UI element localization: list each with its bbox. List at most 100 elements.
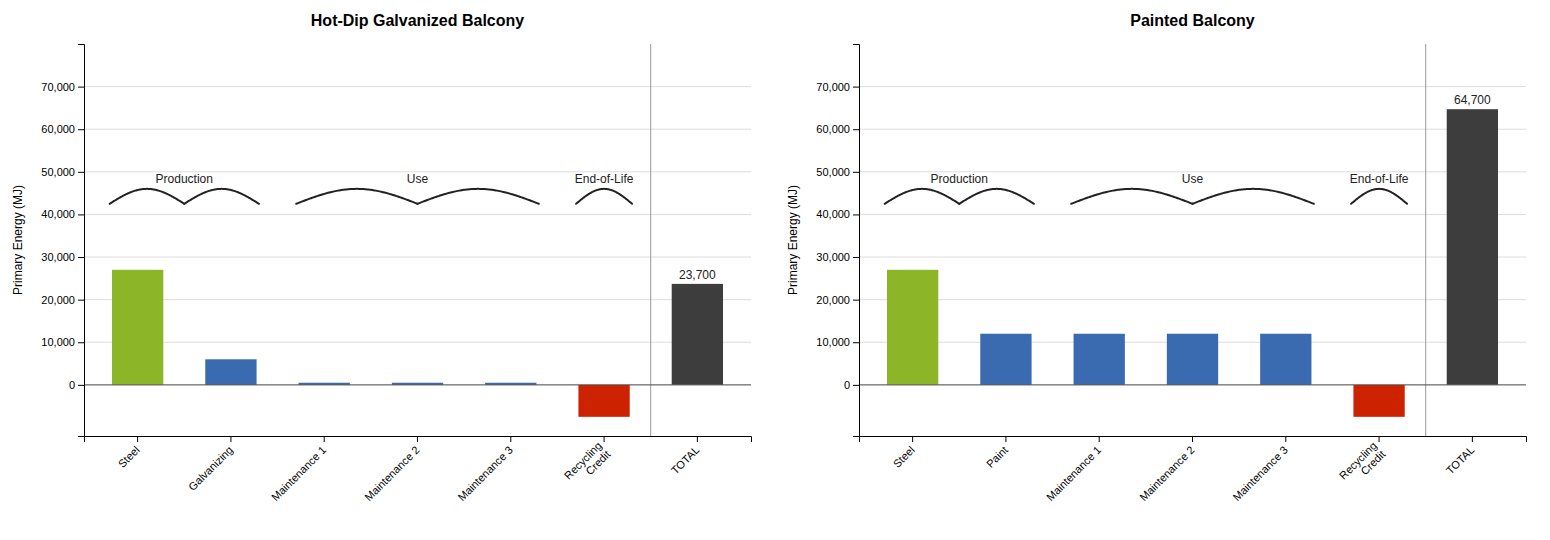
bar — [1260, 334, 1311, 385]
y-tick: 20,000 — [41, 294, 84, 306]
x-tick: TOTAL — [669, 436, 702, 476]
y-tick: 40,000 — [816, 208, 859, 220]
x-tick: RecyclingCredit — [562, 436, 613, 490]
x-tick: Steel — [891, 436, 917, 470]
y-tick-label: 20,000 — [816, 294, 850, 306]
zero-line — [859, 384, 1526, 385]
x-tick: Paint — [984, 436, 1010, 470]
y-tick-label: 10,000 — [41, 336, 75, 348]
y-tick: 30,000 — [816, 251, 859, 263]
x-tick-mark — [417, 436, 418, 442]
figure: 0 10,000 20,000 30,000 40,000 50,000 60,000 70,… — [0, 0, 1550, 540]
y-tick-mark — [78, 87, 84, 88]
brace — [296, 189, 417, 204]
y-tick-label: 10,000 — [816, 336, 850, 348]
annotations: 64,700ProductionUseEnd-of-Life — [885, 93, 1491, 204]
x-tick: Steel — [116, 436, 142, 470]
x-tick-label: Paint — [984, 444, 1010, 470]
y-tick-mark — [853, 342, 859, 343]
x-tick-mark — [1379, 436, 1380, 442]
x-tick-label: TOTAL — [1444, 444, 1477, 477]
y-tick-label: 70,000 — [41, 81, 75, 93]
x-tick: Maintenance 3 — [455, 436, 515, 503]
zero-line — [84, 384, 751, 385]
y-tick-label: 70,000 — [816, 81, 850, 93]
brace — [110, 189, 185, 204]
brace-label: Use — [407, 172, 429, 186]
x-tick-mark — [604, 436, 605, 442]
bar — [887, 270, 938, 385]
y-axis-title: Primary Energy (MJ) — [786, 185, 800, 295]
x-tick: Maintenance 2 — [1137, 436, 1197, 503]
x-tick: Galvanizing — [186, 436, 235, 493]
y-tick: 60,000 — [41, 123, 84, 135]
x-tick-label-line: Maintenance 1 — [269, 444, 329, 504]
x-tick-label-line: Maintenance 1 — [1044, 444, 1104, 504]
y-tick: 0 — [844, 379, 859, 391]
bar — [1353, 385, 1404, 417]
bar — [205, 359, 256, 385]
brace — [959, 189, 1034, 204]
y-tick-label: 60,000 — [816, 123, 850, 135]
x-tick-mark — [1192, 436, 1193, 442]
brace — [418, 189, 539, 204]
x-tick: Maintenance 2 — [362, 436, 422, 503]
x-tick-label-line: Paint — [984, 444, 1010, 470]
x-tick-label: Steel — [891, 444, 917, 470]
x-tick-label: Maintenance 2 — [1137, 444, 1197, 504]
bar — [672, 284, 723, 385]
grid-line — [84, 384, 751, 385]
brace-label: Use — [1182, 172, 1204, 186]
y-tick: 30,000 — [41, 251, 84, 263]
x-tick-label-line: Credit — [1358, 448, 1387, 477]
x-tick-mark — [1472, 436, 1473, 442]
y-tick-mark — [853, 129, 859, 130]
bars — [112, 270, 723, 417]
y-tick-mark — [78, 129, 84, 130]
y-tick-label: 60,000 — [41, 123, 75, 135]
x-tick-label: RecyclingCredit — [1337, 439, 1388, 490]
x-tick: Maintenance 1 — [269, 436, 329, 503]
y-tick-mark — [853, 214, 859, 215]
x-tick-label-line: Maintenance 2 — [1137, 444, 1197, 504]
grid-line — [859, 384, 1526, 385]
x-tick: TOTAL — [1444, 436, 1477, 476]
bar — [1447, 109, 1498, 385]
brace — [885, 189, 960, 204]
y-tick-label: 30,000 — [816, 251, 850, 263]
total-label: 23,700 — [679, 268, 716, 282]
x-tick-mark — [697, 436, 698, 442]
bar — [1167, 334, 1218, 385]
x-tick-mark — [230, 436, 231, 442]
y-tick: 70,000 — [816, 81, 859, 93]
total-label: 64,700 — [1454, 93, 1491, 107]
x-tick-label-line: TOTAL — [669, 444, 702, 477]
x-tick-label: Steel — [116, 444, 142, 470]
y-tick-label: 40,000 — [816, 208, 850, 220]
y-tick-label: 30,000 — [41, 251, 75, 263]
x-tick-label-line: Steel — [116, 444, 142, 470]
brace — [184, 189, 259, 204]
brace — [1193, 189, 1314, 204]
x-tick-mark — [1285, 436, 1286, 442]
x-tick-label: Galvanizing — [186, 444, 235, 493]
title: Painted Balcony — [1130, 12, 1255, 29]
separator — [1425, 44, 1426, 436]
y-tick-mark — [78, 172, 84, 173]
x-tick-mark — [1005, 436, 1006, 442]
x-tick-label: Maintenance 1 — [1044, 444, 1104, 504]
y-tick-mark — [78, 257, 84, 258]
y-tick-label: 20,000 — [41, 294, 75, 306]
y-tick-mark — [853, 257, 859, 258]
brace-label: End-of-Life — [575, 172, 634, 186]
y-tick-mark — [853, 172, 859, 173]
y-tick-mark — [853, 385, 859, 386]
y-tick: 50,000 — [816, 166, 859, 178]
x-tick: RecyclingCredit — [1337, 436, 1388, 490]
x-axis: SteelPaintMaintenance 1Maintenance 2Main… — [860, 436, 1527, 503]
brace-label: Production — [156, 172, 213, 186]
brace-label: End-of-Life — [1350, 172, 1409, 186]
separator — [650, 44, 651, 436]
y-tick: 20,000 — [816, 294, 859, 306]
x-tick-mark — [912, 436, 913, 442]
